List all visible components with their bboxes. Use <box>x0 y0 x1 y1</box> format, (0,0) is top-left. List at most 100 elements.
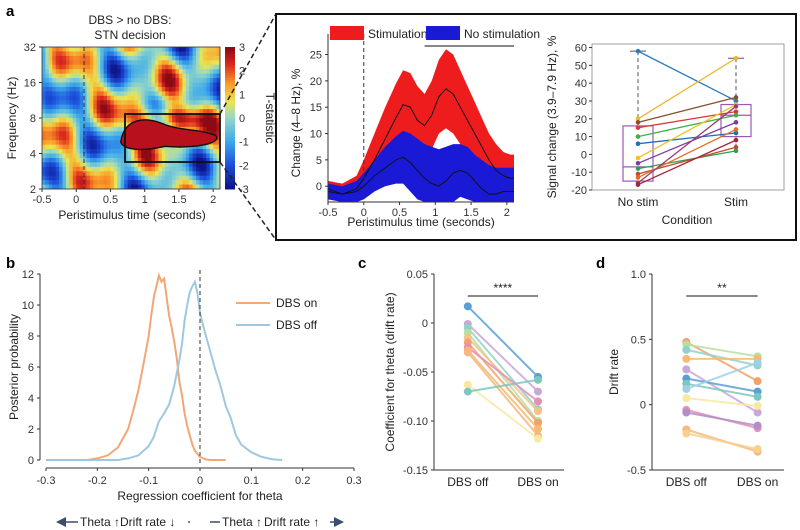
colorbar-tick-label: -2 <box>239 160 249 172</box>
heatmap-cell <box>154 91 159 97</box>
heatmap-cell <box>65 126 70 132</box>
heatmap-cell <box>154 82 159 88</box>
heatmap-cell <box>124 60 128 66</box>
heatmap-cell <box>185 171 190 177</box>
heatmap-cell <box>59 118 63 123</box>
heatmap-cell <box>209 47 214 52</box>
heatmap-cell <box>151 64 156 70</box>
heatmap-cell <box>158 60 163 66</box>
heatmap-cell <box>158 113 163 119</box>
heatmap-cell <box>178 113 183 119</box>
heatmap-cell <box>148 64 152 70</box>
heatmap-cell <box>206 153 211 159</box>
heatmap-cell <box>113 113 118 119</box>
colorbar-segment <box>225 125 235 128</box>
heatmap-cell <box>89 166 94 172</box>
heatmap-cell <box>55 78 60 83</box>
heatmap-cell <box>175 175 180 181</box>
heatmap-cell <box>196 184 200 190</box>
heatmap-cell <box>83 140 87 146</box>
heatmap-cell <box>86 104 91 110</box>
heatmap-cell <box>117 144 122 150</box>
heatmap-cell <box>154 47 159 52</box>
heatmap-cell <box>117 91 122 97</box>
heatmap-cell <box>182 69 187 75</box>
heatmap-cell <box>213 118 217 123</box>
heatmap-cell <box>172 100 176 106</box>
heatmap-cell <box>189 162 194 168</box>
heatmap-cell <box>45 109 50 114</box>
heatmap-cell <box>151 100 156 106</box>
heatmap-cell <box>141 91 146 97</box>
point-no-stim <box>635 160 641 166</box>
heatmap-cell <box>172 157 176 163</box>
heatmap-cell <box>127 100 132 106</box>
heatmap-cell <box>89 82 94 88</box>
heatmap-cell <box>165 78 170 83</box>
heatmap-cell <box>93 73 98 79</box>
heatmap-cell <box>141 166 146 172</box>
heatmap-cell <box>113 135 118 141</box>
heatmap-cell <box>107 109 111 114</box>
heatmap-cell <box>103 131 108 137</box>
heatmap-cell <box>199 109 204 114</box>
heatmap-cell <box>175 91 180 97</box>
heatmap-cell <box>59 69 63 75</box>
heatmap-cell <box>213 91 217 97</box>
heatmap-cell <box>62 140 67 146</box>
heatmap-cell <box>144 64 149 70</box>
heatmap-cell <box>206 122 211 128</box>
heatmap-cell <box>55 86 60 92</box>
colorbar-segment <box>225 80 235 83</box>
colorbar-segment <box>225 181 235 185</box>
heatmap-cell <box>175 153 180 159</box>
heatmap-cell <box>165 73 170 79</box>
heatmap-cell <box>72 184 77 190</box>
heatmap-cell <box>65 69 70 75</box>
colorbar-segment <box>225 186 235 190</box>
heatmap-cell <box>86 162 91 168</box>
colorbar-tick-label: -3 <box>239 184 249 196</box>
heatmap-cell <box>202 91 207 97</box>
heatmap-cell <box>103 73 108 79</box>
heatmap-cell <box>48 60 53 66</box>
heatmap-cell <box>182 162 187 168</box>
heatmap-cell <box>83 122 87 128</box>
y-tick-label: -0.5 <box>627 465 646 477</box>
heatmap-cell <box>52 180 57 185</box>
heatmap-cell <box>172 166 176 172</box>
heatmap-cell <box>182 95 187 101</box>
heatmap-cell <box>79 78 84 83</box>
pair-line <box>686 348 758 367</box>
heatmap-cell <box>189 47 194 52</box>
heatmap-cell <box>127 51 132 57</box>
heatmap-cell <box>117 104 122 110</box>
heatmap-cell <box>137 162 142 168</box>
heatmap-x-ticks: -0.5 0 0.5 1 1.5 2 <box>33 189 216 206</box>
heatmap-cell <box>62 73 67 79</box>
heatmap-cell <box>124 47 128 52</box>
heatmap-cell <box>55 149 60 154</box>
heatmap-cell <box>103 78 108 83</box>
heatmap-cell <box>206 51 211 57</box>
heatmap-cell <box>72 113 77 119</box>
point-dbs-off <box>682 384 691 393</box>
heatmap-cell <box>86 118 91 123</box>
heatmap-cell <box>182 113 187 119</box>
heatmap-cell <box>113 180 118 185</box>
heatmap-cell <box>151 180 156 185</box>
x-tick-label: -0.5 <box>319 207 338 219</box>
point-dbs-off <box>463 348 472 357</box>
heatmap-cell <box>120 180 125 185</box>
heatmap-cell <box>86 171 91 177</box>
heatmap-cell <box>107 100 111 106</box>
colorbar-segment <box>225 65 235 69</box>
heatmap-cell <box>83 73 87 79</box>
heatmap-cell <box>202 175 207 181</box>
heatmap-cell <box>178 47 183 52</box>
heatmap-cell <box>48 131 53 137</box>
x-tick-label: 0 <box>197 475 203 487</box>
heatmap-cell <box>45 69 50 75</box>
heatmap-cell <box>168 47 173 52</box>
